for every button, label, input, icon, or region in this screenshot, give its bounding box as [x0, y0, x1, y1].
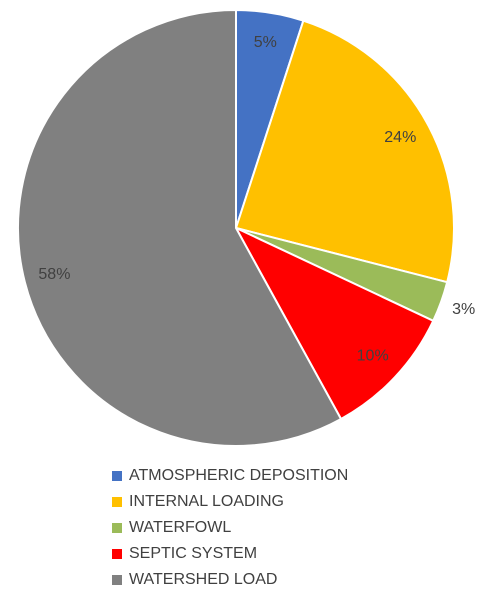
legend-label: WATERSHED LOAD: [129, 571, 277, 588]
pie-slice: [233, 225, 435, 421]
data-label: 3%: [452, 301, 475, 318]
legend-swatch: [112, 497, 122, 507]
data-label: 10%: [357, 348, 389, 365]
legend-swatch: [112, 549, 122, 559]
legend-label: WATERFOWL: [129, 519, 231, 536]
data-label: 24%: [384, 129, 416, 146]
data-label: 5%: [254, 34, 277, 51]
legend-swatch: [112, 523, 122, 533]
data-label: 58%: [38, 266, 70, 283]
legend-swatch: [112, 575, 122, 585]
legend-label: SEPTIC SYSTEM: [129, 545, 257, 562]
legend-swatch: [112, 471, 122, 481]
pie-slice: [234, 19, 455, 284]
legend-label: ATMOSPHERIC DEPOSITION: [129, 467, 348, 484]
pie-slice: [17, 8, 343, 447]
legend-label: INTERNAL LOADING: [129, 493, 284, 510]
